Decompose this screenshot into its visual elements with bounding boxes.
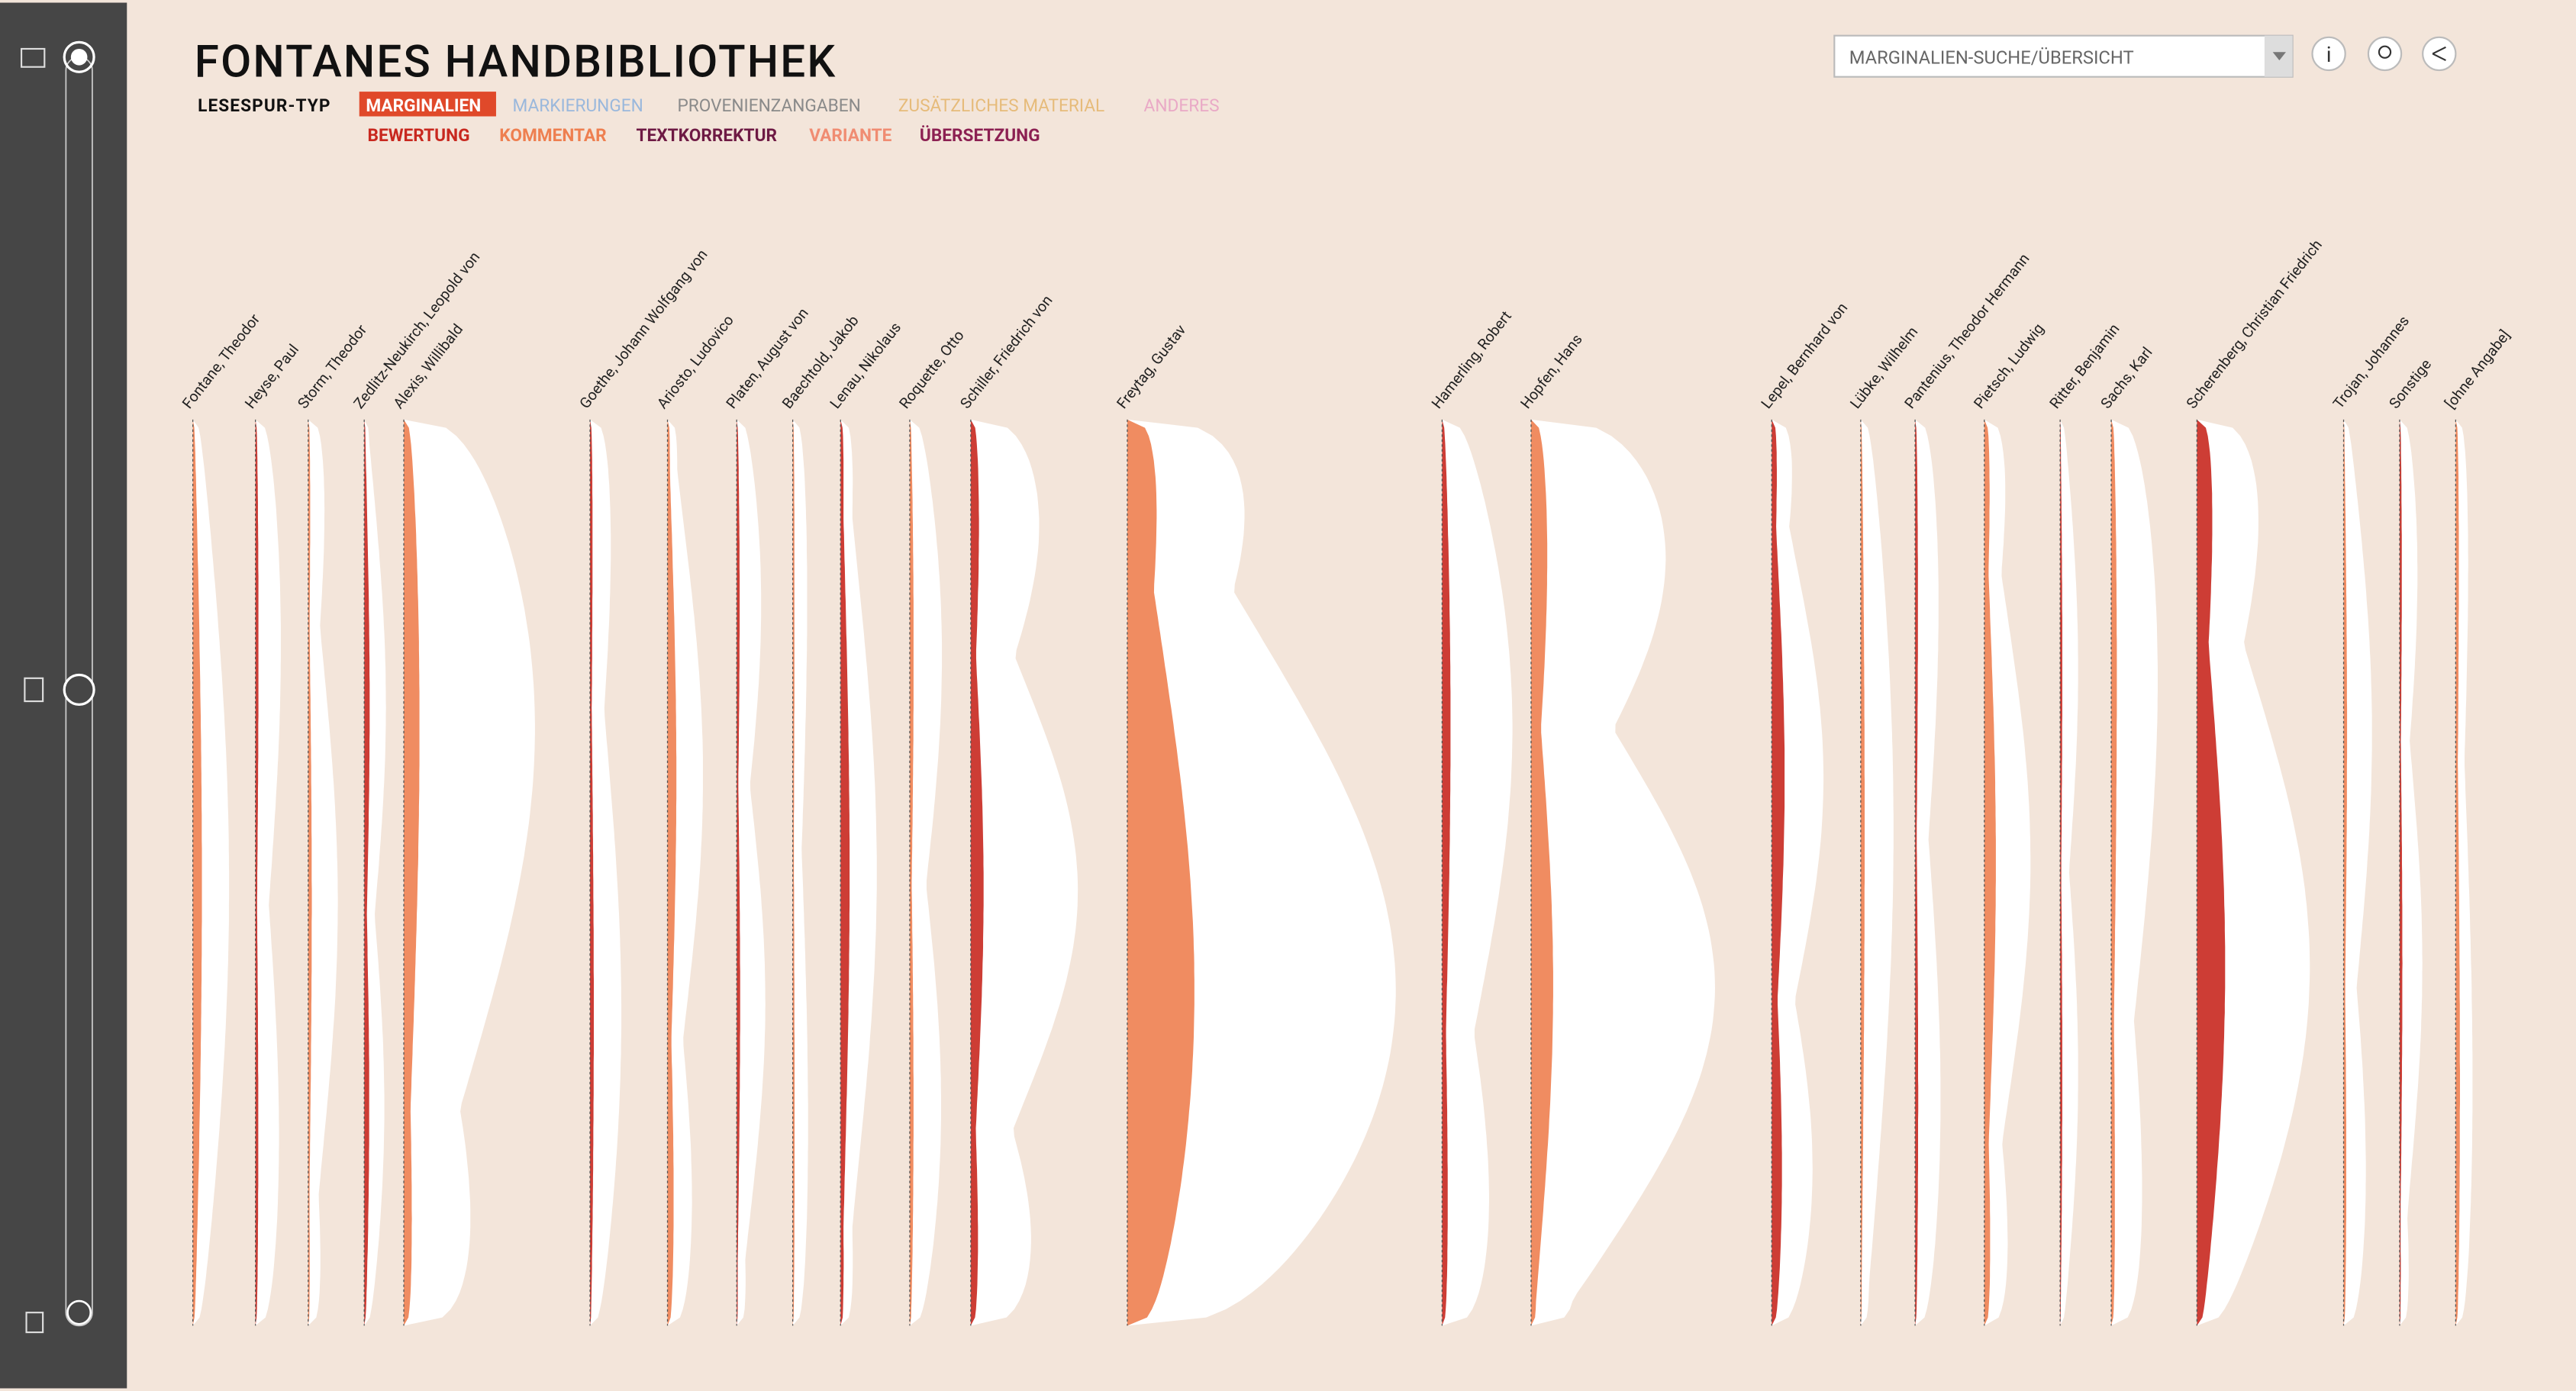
stream-marks [1860, 419, 1865, 1326]
library-icon[interactable] [20, 47, 46, 68]
stream-shape [2060, 419, 2078, 1326]
stream-shape [737, 419, 766, 1326]
stream-shape [255, 419, 281, 1326]
stream-shape [2197, 419, 2310, 1326]
search-placeholder: MARGINALIEN-SUCHE/ÜBERSICHT [1849, 47, 2134, 68]
stream-shape [2111, 419, 2158, 1326]
stream-marks [737, 419, 740, 1326]
stream-shape [1442, 419, 1513, 1326]
bulb-icon [2378, 45, 2392, 59]
filter-type[interactable]: MARGINALIEN [366, 95, 481, 116]
stream-marks [308, 419, 312, 1326]
filter-subtype[interactable]: KOMMENTAR [499, 125, 606, 146]
stream-marks [2455, 419, 2460, 1326]
stream-marks [1530, 419, 1553, 1326]
stream-marks [909, 419, 914, 1326]
stream-shape [970, 419, 1078, 1326]
stream-shape [1915, 419, 1941, 1326]
filter-active [359, 92, 496, 117]
stream-shape [1772, 419, 1824, 1326]
filter-subtype[interactable]: ÜBERSETZUNG [920, 125, 1040, 146]
filter-type[interactable]: PROVENIENZANGABEN [677, 95, 860, 116]
stream-marks [667, 419, 677, 1326]
filter-type[interactable]: MARKIERUNGEN [513, 95, 643, 116]
stream-marks [255, 419, 259, 1326]
dropdown-arrow [2272, 52, 2286, 61]
stream-marks [404, 419, 420, 1326]
stream-shape [308, 419, 338, 1326]
stream-marks [1772, 419, 1785, 1326]
book-icon[interactable] [24, 677, 44, 703]
stream-shape [2343, 419, 2372, 1326]
filter-label: LESESPUR-TYP [198, 95, 330, 116]
stream-marks [590, 419, 594, 1326]
sidebar [0, 2, 127, 1389]
stream-shape [792, 419, 808, 1326]
share-button[interactable] [2422, 36, 2457, 72]
slider-handle[interactable] [66, 1299, 92, 1325]
stream-shape [667, 419, 703, 1326]
filter-subtype[interactable]: BEWERTUNG [368, 125, 470, 146]
filter-type[interactable]: ZUSÄTZLICHES MATERIAL [898, 95, 1104, 116]
stream-shape [404, 419, 535, 1326]
stream-marks [364, 419, 370, 1326]
stream-marks [2111, 419, 2117, 1326]
slider-handle[interactable] [63, 40, 95, 73]
stream-marks [970, 419, 984, 1326]
stream-shape [590, 419, 622, 1326]
title: FONTANES HANDBIBLIOTHEK [195, 37, 837, 89]
page-icon[interactable] [25, 1312, 44, 1334]
stream-marks [2060, 419, 2062, 1326]
stream-shape [909, 419, 943, 1326]
stream-shape [192, 419, 230, 1326]
stream-marks [1442, 419, 1451, 1326]
stream-shape [1984, 419, 2031, 1326]
filter-subtype[interactable]: VARIANTE [809, 125, 891, 146]
info-button[interactable] [2311, 36, 2346, 72]
stream-marks [840, 419, 850, 1326]
stream-shape [1127, 419, 1396, 1326]
slider-dot [70, 48, 88, 66]
stream-shape [1530, 419, 1715, 1326]
stream-marks [1915, 419, 1919, 1326]
stream-marks [192, 419, 202, 1326]
share-icon [2432, 46, 2446, 62]
stream-shape [364, 419, 386, 1326]
stream-marks [2399, 419, 2403, 1326]
stream-shape [2399, 419, 2423, 1326]
filter-type[interactable]: ANDERES [1144, 95, 1220, 116]
info-icon: i [2326, 42, 2332, 67]
idea-button[interactable] [2367, 36, 2403, 72]
stream-shape [1860, 419, 1894, 1326]
slider-handle[interactable] [63, 673, 95, 706]
stream-marks [2197, 419, 2226, 1326]
stream-marks [1127, 419, 1195, 1326]
stream-marks [1984, 419, 1996, 1326]
filter-subtype[interactable]: TEXTKORREKTUR [636, 125, 777, 146]
search-dropdown[interactable] [1833, 34, 2294, 78]
stream-shape [840, 419, 877, 1326]
stream-marks [2343, 419, 2348, 1326]
